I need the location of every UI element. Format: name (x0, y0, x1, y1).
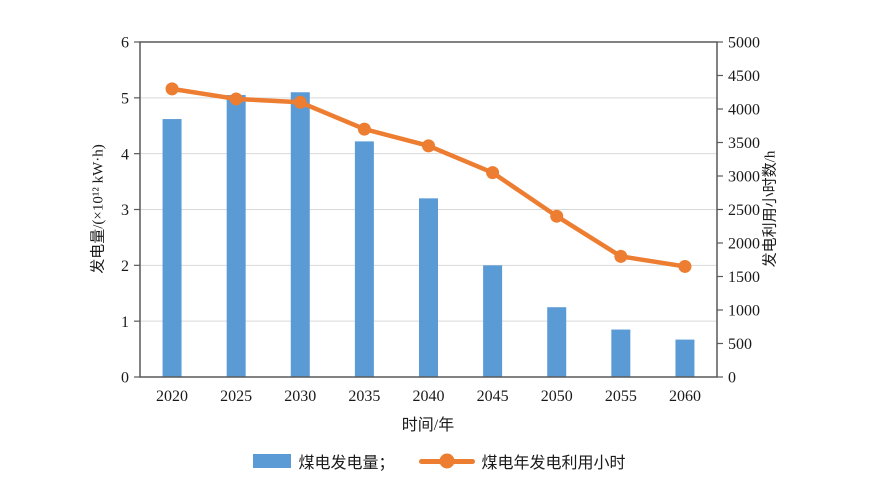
right-axis-tick-label: 500 (728, 336, 752, 353)
right-axis-tick-label: 4000 (728, 102, 760, 119)
line-marker (357, 122, 371, 136)
legend-label-bar: 煤电发电量； (298, 455, 395, 472)
left-axis-tick-label: 4 (121, 146, 129, 163)
x-axis-tick-label: 2045 (477, 388, 509, 405)
line-marker (229, 92, 243, 106)
right-axis-tick-label: 3500 (728, 135, 760, 152)
bar (547, 307, 567, 377)
right-axis-tick-label: 5000 (728, 35, 760, 52)
x-axis-tick-label: 2030 (284, 388, 316, 405)
left-axis-tick-label: 0 (121, 370, 129, 387)
bar (483, 265, 503, 377)
right-axis-tick-label: 1000 (728, 303, 760, 320)
line-series-swatch (418, 453, 475, 469)
legend: 煤电发电量； 煤电年发电利用小时 (0, 447, 879, 475)
legend-label-line: 煤电年发电利用小时 (481, 455, 626, 472)
right-axis-tick-label: 0 (728, 370, 736, 387)
left-axis-tick-label: 3 (121, 202, 129, 219)
x-axis-tick-label: 2055 (605, 388, 637, 405)
x-axis-tick-label: 2035 (348, 388, 380, 405)
left-axis-tick-label: 5 (121, 90, 129, 107)
bar (419, 198, 438, 377)
bar (611, 329, 631, 377)
x-axis-tick-label: 2025 (220, 388, 252, 405)
bar (354, 141, 374, 377)
left-axis-tick-label: 2 (121, 258, 129, 275)
line-marker-swatch-dot (439, 453, 454, 469)
right-axis-tick-label: 2000 (728, 236, 760, 253)
x-axis-title: 时间/年 (401, 417, 455, 434)
line-marker (614, 249, 628, 263)
right-axis-tick-label: 2500 (728, 202, 760, 219)
bar (675, 339, 695, 377)
right-axis-tick-label: 1500 (728, 269, 760, 286)
line-marker (550, 209, 564, 223)
bar (162, 119, 182, 378)
left-axis-tick-label: 1 (121, 314, 129, 331)
legend-item-line: 煤电年发电利用小时 (418, 449, 626, 473)
bar (290, 92, 310, 377)
line-marker (165, 82, 179, 96)
right-axis-tick-label: 4500 (728, 68, 760, 85)
x-axis-tick-label: 2060 (669, 388, 701, 405)
left-axis-tick-label: 6 (121, 35, 129, 52)
x-axis-tick-label: 2050 (541, 388, 573, 405)
line-marker (678, 259, 692, 273)
x-axis-tick-label: 2040 (413, 388, 445, 405)
y-axis-left-title: 发电量/(×10¹² kW·h) (90, 144, 107, 274)
bar (226, 95, 246, 378)
right-axis-tick-label: 3000 (728, 169, 760, 186)
line-marker (486, 166, 500, 180)
x-axis-tick-label: 2020 (156, 388, 188, 405)
legend-item-bar: 煤电发电量； (253, 449, 395, 473)
y-axis-right-title: 发电利用小时数/h (762, 150, 779, 268)
bar-series-swatch (253, 454, 292, 468)
line-marker (422, 139, 435, 153)
line-marker (293, 95, 307, 109)
